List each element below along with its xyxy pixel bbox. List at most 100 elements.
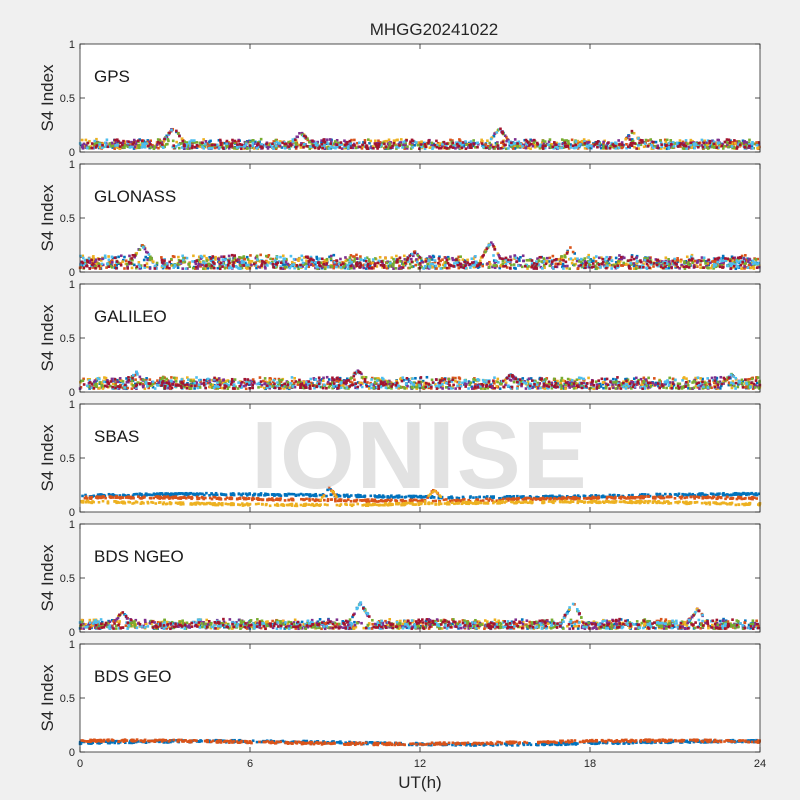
data-point	[606, 146, 610, 150]
data-point	[476, 145, 479, 149]
data-point	[676, 260, 679, 264]
data-point	[319, 264, 322, 268]
data-point	[309, 145, 312, 149]
data-point	[459, 262, 462, 266]
data-point	[122, 258, 125, 262]
data-point	[510, 263, 513, 267]
data-point	[133, 254, 137, 257]
data-point	[553, 141, 556, 144]
data-point	[285, 265, 288, 269]
data-point	[314, 263, 317, 266]
data-point	[347, 387, 350, 390]
data-point	[404, 260, 408, 263]
data-point	[459, 144, 463, 148]
data-point	[641, 141, 644, 144]
data-point	[95, 262, 99, 266]
data-point	[726, 143, 729, 147]
data-point	[748, 138, 751, 142]
data-point	[736, 264, 739, 268]
data-point	[408, 266, 412, 270]
data-point	[422, 143, 425, 147]
data-point	[240, 256, 244, 260]
data-point	[392, 257, 395, 261]
data-point	[140, 141, 144, 144]
data-point	[667, 266, 670, 270]
data-point	[552, 377, 556, 381]
data-point	[356, 381, 360, 384]
data-point	[340, 379, 343, 383]
data-point	[638, 141, 641, 145]
data-point	[332, 253, 336, 257]
data-point	[290, 260, 294, 264]
data-point	[587, 256, 590, 259]
data-point	[574, 386, 577, 390]
data-point	[427, 139, 430, 143]
data-point	[347, 147, 350, 150]
data-point	[119, 262, 123, 265]
data-point	[146, 144, 150, 148]
data-point	[325, 262, 329, 265]
data-point	[312, 140, 316, 143]
data-point	[204, 262, 207, 266]
data-point	[163, 137, 166, 141]
data-point	[561, 262, 565, 266]
data-point	[176, 266, 180, 269]
data-point	[156, 379, 159, 382]
data-point	[133, 145, 137, 149]
data-point	[425, 375, 429, 379]
data-point	[331, 386, 334, 390]
data-point	[119, 141, 122, 145]
data-point	[331, 381, 334, 384]
data-point	[642, 262, 645, 266]
panel-label: GPS	[94, 67, 130, 86]
data-point	[292, 257, 296, 261]
data-point	[278, 382, 281, 385]
data-point	[497, 261, 500, 264]
data-point	[576, 257, 579, 261]
data-point	[613, 265, 617, 269]
data-point	[447, 387, 451, 390]
data-point	[296, 380, 300, 384]
data-point	[405, 258, 409, 262]
data-point	[397, 146, 400, 149]
data-point	[736, 385, 740, 389]
data-point	[428, 146, 432, 150]
data-point	[322, 138, 326, 141]
data-point	[131, 254, 135, 257]
data-point	[464, 140, 467, 143]
data-point	[347, 145, 350, 149]
data-point	[472, 265, 476, 269]
data-point	[615, 387, 619, 390]
data-point	[182, 385, 186, 389]
data-point	[123, 267, 126, 270]
data-point	[183, 260, 187, 264]
data-point	[149, 142, 152, 146]
data-point	[531, 264, 534, 267]
data-point	[170, 376, 173, 379]
data-point	[117, 139, 120, 143]
data-point	[454, 387, 457, 390]
data-point	[134, 142, 138, 146]
data-point	[232, 379, 236, 383]
data-point	[295, 264, 298, 267]
data-point	[304, 262, 308, 266]
data-point	[171, 139, 175, 143]
data-point	[747, 381, 750, 384]
data-point	[343, 143, 347, 147]
data-point	[335, 139, 339, 142]
data-point	[665, 262, 669, 266]
data-point	[643, 257, 647, 260]
data-point	[359, 263, 363, 267]
data-point	[680, 142, 683, 145]
data-point	[620, 143, 624, 147]
data-point	[305, 144, 309, 148]
data-point	[571, 385, 574, 388]
data-point	[562, 139, 566, 142]
data-point	[728, 141, 732, 144]
data-point	[577, 264, 581, 268]
data-point	[495, 384, 498, 388]
data-point	[506, 260, 510, 263]
data-point	[159, 376, 162, 380]
data-point	[368, 264, 372, 268]
data-point	[739, 260, 742, 263]
